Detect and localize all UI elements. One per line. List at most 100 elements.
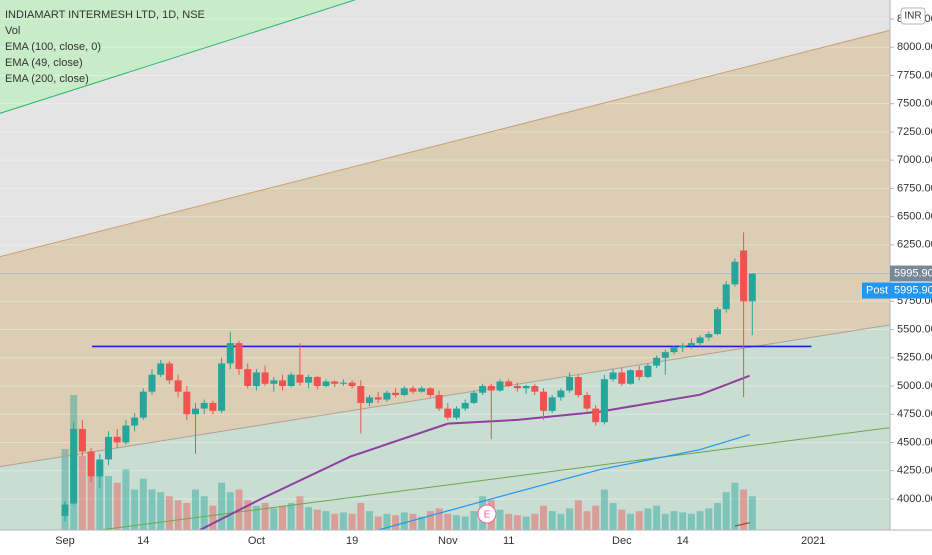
y-tick-label: 4250.00 [897,465,932,477]
y-tick-label: 6250.00 [897,239,932,251]
volume-bar [548,511,556,530]
volume-bar [722,492,730,530]
candle-body [426,388,434,396]
volume-bar [270,508,278,530]
ema-line [378,433,750,530]
volume-bar [148,489,156,530]
volume-bar [279,505,286,530]
volume-bar [244,500,252,530]
trend-line [96,427,890,530]
volume-bar [392,515,400,530]
volume-bar [374,516,382,530]
candle-body [200,402,208,409]
volume-bar [592,505,600,530]
post-price-label: 5995.90 [894,284,932,296]
trend-line [0,0,355,114]
y-tick-label: 7750.00 [897,69,932,81]
candle-body [653,357,661,366]
volume-bar [426,511,434,530]
volume-bar [687,513,695,530]
volume-bar [209,505,217,530]
volume-bar [435,508,443,530]
volume-bar [679,512,687,530]
candle-body [687,343,695,346]
candle-body [548,397,556,411]
volume-bar [409,513,417,530]
volume-bar [305,507,313,530]
candle-body [61,504,69,516]
earnings-marker [477,504,497,524]
volume-bar [453,515,460,530]
x-tick-label: 2021 [801,535,825,547]
ema-line [199,374,751,530]
volume-bar [218,482,226,530]
volume-bar [296,496,304,530]
candle-body [409,388,417,392]
candle-body [78,428,86,452]
volume-bar [252,505,260,530]
volume-bar [339,512,347,530]
candle-body [279,380,286,387]
volume-bar [313,509,321,530]
post-label: Post [866,284,888,296]
candle-body [174,380,182,392]
legend: INDIAMART INTERMESH LTD, 1D, NSE Vol EMA… [5,9,205,85]
candle-body [618,372,626,384]
candle-body [696,337,704,344]
candle-body [600,379,608,423]
candle-body [435,395,443,409]
y-tick-label: 4500.00 [897,436,932,448]
y-tick-label: 6750.00 [897,182,932,194]
channel-fill [0,324,890,530]
x-tick-label: Sep [55,535,75,547]
candle-body [252,372,260,387]
candle-body [383,392,391,400]
candle-body [139,391,147,418]
volume-bar [105,476,112,530]
candle-body [670,347,678,353]
candle-body [331,381,339,384]
candle-body [87,451,95,477]
volume-bar [748,496,756,530]
volume-bar [644,508,652,530]
volume-bar [522,516,530,530]
y-tick-label: 4750.00 [897,408,932,420]
earnings-label: E [484,510,491,521]
candle-body [444,408,452,418]
volume-bar [740,489,748,530]
volume-bar [61,449,69,530]
x-tick-label: 19 [346,535,358,547]
trend-line [0,29,890,258]
y-tick-label: 7250.00 [897,126,932,138]
candle-body [96,459,104,477]
candle-body [679,345,687,348]
volume-bar [714,503,721,530]
x-tick-label: 14 [137,535,149,547]
volume-bar [470,511,478,530]
volume-bar [705,508,713,530]
candle-body [505,381,513,387]
candle-body [592,408,600,423]
candle-body [261,372,269,384]
candle-body [722,284,730,310]
volume-bar [627,513,634,530]
candle-body [479,386,487,393]
candle-body [540,391,547,411]
candle-body [183,391,191,415]
legend-item: Vol [5,25,20,37]
candle-body [287,374,295,387]
candle-body [296,374,304,383]
candle-body [157,363,165,375]
candle-body [609,372,617,380]
candle-body [522,386,530,389]
candle-body [218,363,226,411]
legend-item: EMA (100, close, 0) [5,41,101,53]
y-tick-label: 6500.00 [897,211,932,223]
candle-body [374,397,382,400]
volume-bar [731,482,739,530]
candle-body [566,376,574,391]
y-tick-label: 4000.00 [897,493,932,505]
candle-body [122,425,130,443]
volume-bar [418,516,426,530]
